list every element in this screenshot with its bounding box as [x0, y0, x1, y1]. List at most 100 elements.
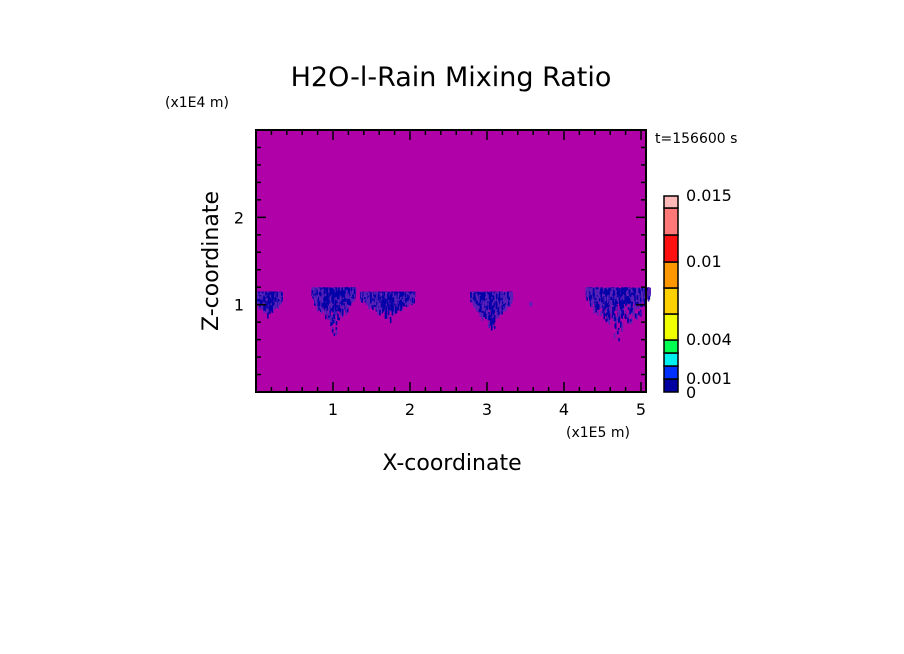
rain-speckle	[349, 290, 351, 295]
rain-speckle	[337, 313, 339, 320]
rain-speckle	[319, 294, 322, 301]
rain-speckle	[488, 321, 490, 325]
rain-speckle	[378, 293, 381, 298]
rain-speckle	[631, 292, 633, 295]
rain-speckle	[331, 296, 333, 304]
rain-speckle	[400, 296, 402, 300]
rain-speckle	[266, 295, 268, 299]
rain-speckle	[352, 297, 354, 303]
rain-speckle	[274, 297, 276, 302]
rain-speckle	[403, 296, 406, 301]
rain-speckle	[408, 293, 410, 297]
rain-speckle	[638, 301, 640, 305]
rain-speckle	[618, 290, 621, 297]
rain-speckle	[596, 288, 598, 295]
rain-speckle	[630, 288, 633, 296]
rain-speckle	[635, 299, 638, 303]
rain-speckle	[352, 292, 354, 299]
rain-speckle	[484, 312, 487, 319]
x-tick-label: 4	[559, 400, 569, 419]
rain-speckle	[623, 298, 625, 304]
rain-speckle	[482, 304, 485, 310]
rain-speckle	[396, 291, 398, 296]
rain-speckle	[380, 304, 382, 308]
rain-speckle	[621, 287, 623, 294]
y-tick-label: 2	[234, 208, 244, 227]
rain-speckle	[627, 295, 630, 301]
rain-speckle	[333, 287, 336, 293]
rain-speckle	[627, 312, 630, 316]
rain-speckle	[361, 294, 364, 299]
rain-speckle	[609, 291, 612, 298]
rain-speckle	[511, 291, 514, 296]
rain-cell	[360, 291, 416, 324]
rain-speckle	[624, 310, 627, 314]
rain-speckle	[600, 292, 602, 297]
rain-speckle	[627, 298, 629, 304]
rain-speckle	[632, 287, 635, 292]
rain-speckle	[267, 294, 269, 298]
rain-speckle	[475, 293, 478, 299]
rain-speckle	[497, 301, 499, 308]
rain-speckle	[402, 295, 404, 298]
rain-speckle	[329, 291, 332, 296]
rain-speckle	[638, 292, 640, 300]
rain-speckle	[623, 287, 625, 292]
rain-speckle	[608, 304, 610, 308]
rain-speckle	[334, 316, 336, 324]
rain-speckle	[634, 304, 636, 308]
rain-speckle	[494, 300, 496, 305]
rain-speckle	[266, 301, 268, 308]
rain-speckle	[642, 291, 645, 299]
rain-speckle	[633, 311, 635, 317]
rain-speckle	[496, 300, 499, 303]
rain-speckle	[412, 293, 414, 298]
rain-speckle	[392, 295, 395, 302]
rain-speckle	[613, 293, 615, 297]
rain-speckle	[372, 297, 374, 301]
rain-cells	[256, 287, 651, 342]
rain-speckle	[342, 287, 345, 292]
rain-speckle	[337, 307, 340, 312]
rain-speckle	[342, 296, 344, 302]
rain-speckle	[611, 288, 613, 295]
rain-speckle	[315, 296, 317, 300]
rain-speckle	[618, 318, 620, 323]
rain-speckle	[638, 297, 640, 305]
rain-speckle	[494, 292, 497, 298]
rain-speckle	[493, 306, 496, 311]
rain-speckle	[616, 301, 618, 304]
rain-speckle	[375, 308, 378, 312]
rain-speckle	[322, 309, 325, 312]
rain-speckle	[601, 289, 603, 294]
rain-speckle	[341, 308, 344, 316]
rain-speckle	[377, 307, 380, 314]
rain-speckle	[595, 297, 598, 302]
rain-speckle	[334, 306, 337, 313]
rain-speckle	[616, 299, 618, 302]
rain-speckle	[601, 294, 603, 300]
rain-speckle	[360, 292, 363, 299]
rain-speckle	[260, 301, 263, 306]
rain-speckle	[340, 301, 342, 305]
rain-speckle	[326, 287, 328, 291]
rain-speckle	[494, 315, 496, 319]
rain-speckle	[339, 307, 341, 313]
rain-speckle	[341, 293, 343, 298]
rain-speckle	[622, 310, 624, 316]
rain-speckle	[637, 306, 640, 310]
rain-speckle	[341, 287, 343, 295]
rain-speckle	[619, 306, 622, 312]
rain-speckle	[510, 293, 512, 297]
rain-speckle	[608, 314, 611, 320]
rain-speckle	[607, 314, 610, 318]
rain-speckle	[606, 304, 608, 307]
rain-speckle	[492, 292, 494, 296]
rain-speckle	[271, 291, 273, 298]
rain-speckle	[334, 303, 337, 307]
rain-speckle	[376, 299, 379, 302]
rain-speckle	[494, 296, 496, 301]
rain-speckle	[488, 317, 491, 321]
rain-speckle	[489, 314, 492, 318]
